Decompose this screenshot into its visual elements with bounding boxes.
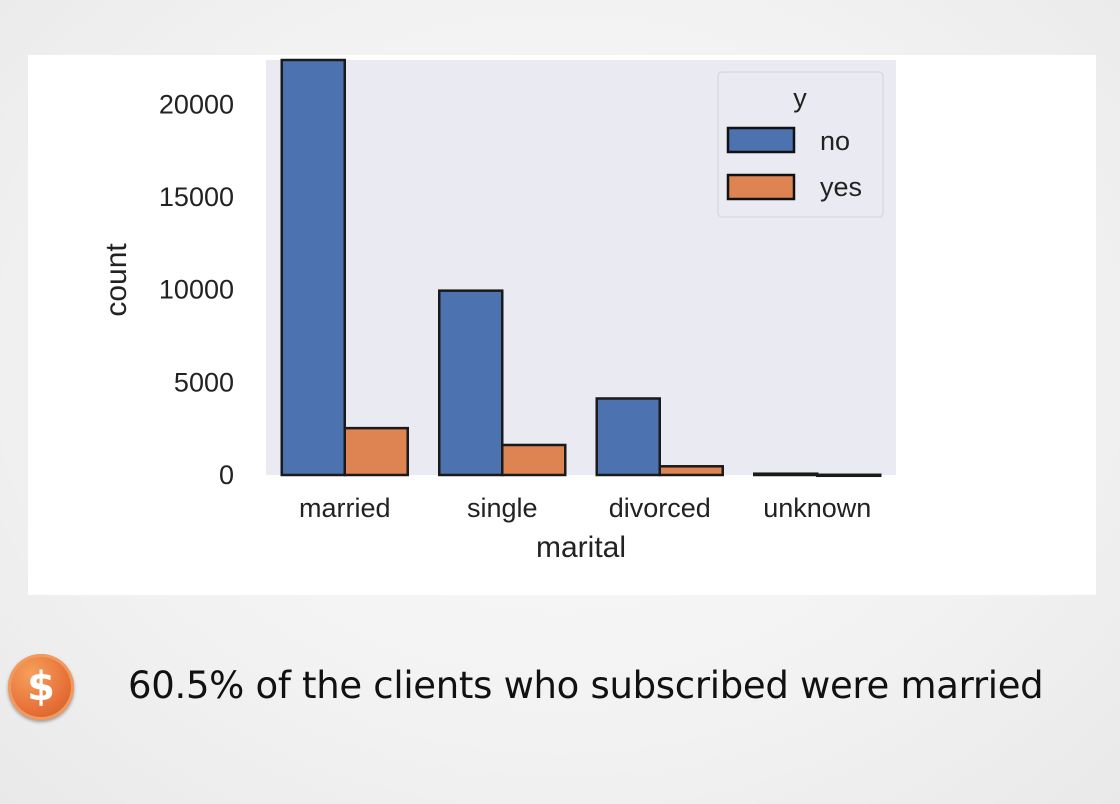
dollar-icon: $	[8, 654, 74, 720]
legend-title: y	[793, 83, 807, 113]
legend-label-no: no	[820, 126, 850, 156]
chart-card: 0 5000 10000 15000 20000 married single divorc…	[28, 55, 1096, 595]
legend-label-yes: yes	[820, 172, 862, 202]
bar-married-no	[280, 58, 346, 477]
y-tick-label: 5000	[174, 367, 234, 397]
x-tick-label: divorced	[609, 493, 711, 523]
x-axis-title: marital	[536, 531, 626, 564]
x-tick-label: single	[467, 493, 538, 523]
bar-divorced-no	[595, 397, 661, 477]
bar-unknown-no	[753, 472, 819, 477]
bar-chart: 0 5000 10000 15000 20000 married single divorc…	[100, 58, 896, 564]
bar-married-yes	[343, 426, 409, 477]
bar-single-no	[438, 289, 504, 477]
x-tick-label: married	[299, 493, 391, 523]
y-tick-label: 15000	[159, 182, 234, 212]
legend-swatch-no	[726, 126, 796, 154]
caption-row: $ 60.5% of the clients who subscribed we…	[0, 654, 1120, 724]
bar-unknown-yes	[816, 473, 882, 478]
bar-single-yes	[501, 443, 567, 477]
bar-divorced-yes	[658, 465, 724, 477]
legend-swatch-yes	[726, 173, 796, 201]
bars-layer	[280, 58, 882, 478]
x-tick-labels: married single divorced unknown	[299, 493, 871, 523]
y-axis-title: count	[100, 243, 133, 317]
y-tick-label: 10000	[159, 275, 234, 305]
y-tick-label: 20000	[159, 89, 234, 119]
y-tick-labels: 0 5000 10000 15000 20000	[159, 89, 234, 490]
caption-text: 60.5% of the clients who subscribed were…	[128, 664, 1044, 707]
legend: y no yes	[717, 71, 884, 218]
x-tick-label: unknown	[763, 493, 871, 523]
y-tick-label: 0	[219, 460, 234, 490]
